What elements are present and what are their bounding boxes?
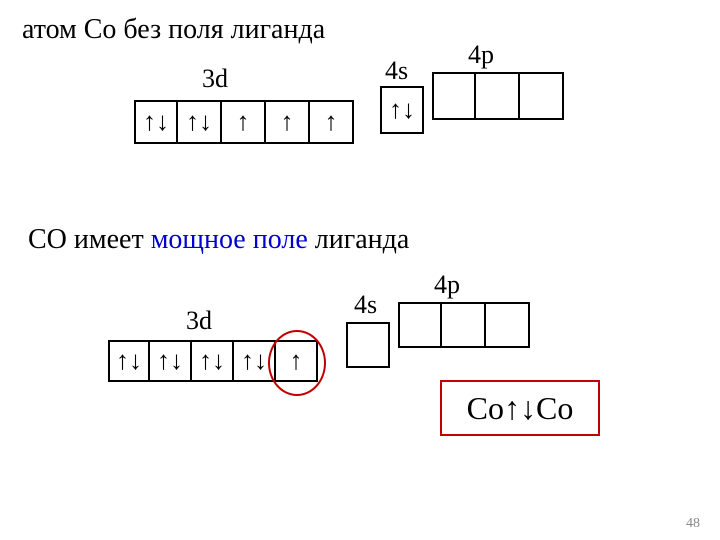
page-number: 48 — [686, 516, 700, 532]
title-2-post: лиганда — [308, 224, 410, 255]
orb-cell: ↑ — [266, 100, 310, 144]
orb-cell: ↑↓ — [380, 86, 424, 134]
row-3d-set1: ↑↓ ↑↓ ↑ ↑ ↑ — [134, 100, 354, 144]
title-1: атом Со без поля лиганда — [22, 14, 325, 46]
label-4s-set1: 4s — [385, 56, 408, 86]
title-2-pre: СО имеет — [28, 224, 151, 255]
row-4s-set2 — [346, 322, 390, 368]
orb-cell — [476, 72, 520, 120]
orb-cell: ↑↓ — [150, 340, 192, 382]
title-2: СО имеет мощное поле лиганда — [28, 224, 409, 256]
orb-cell — [432, 72, 476, 120]
orb-cell — [486, 302, 530, 348]
orb-cell: ↑↓ — [134, 100, 178, 144]
orb-cell: ↑ — [310, 100, 354, 144]
orb-cell — [398, 302, 442, 348]
label-4p-set1: 4p — [468, 40, 494, 70]
co-co-box: Co↑↓Co — [440, 380, 600, 436]
label-3d-set1: 3d — [202, 64, 228, 94]
orb-cell: ↑ — [222, 100, 266, 144]
orb-cell — [442, 302, 486, 348]
highlight-circle — [268, 330, 326, 396]
title-2-blue: мощное поле — [151, 224, 308, 255]
label-3d-set2: 3d — [186, 306, 212, 336]
orb-cell: ↑↓ — [192, 340, 234, 382]
orb-cell — [520, 72, 564, 120]
orb-cell — [346, 322, 390, 368]
row-4s-set1: ↑↓ — [380, 86, 424, 134]
row-4p-set1 — [432, 72, 564, 120]
orb-cell: ↑↓ — [178, 100, 222, 144]
label-4p-set2: 4p — [434, 270, 460, 300]
row-4p-set2 — [398, 302, 530, 348]
label-4s-set2: 4s — [354, 290, 377, 320]
orb-cell: ↑↓ — [108, 340, 150, 382]
